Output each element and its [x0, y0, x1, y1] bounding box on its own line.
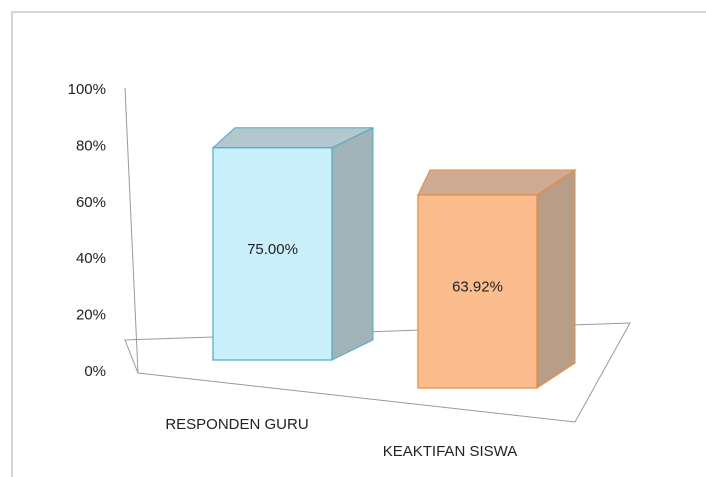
bar: [212, 147, 333, 361]
bar-side: [331, 126, 374, 361]
bar-side: [536, 169, 576, 389]
y-tick-label: 100%: [68, 81, 106, 98]
x-tick-label: KEAKTIFAN SISWA: [383, 443, 517, 460]
y-tick-label: 80%: [76, 137, 106, 154]
y-tick-label: 40%: [76, 250, 106, 267]
y-tick-label: 60%: [76, 194, 106, 211]
frame: [11, 11, 706, 477]
y-tick-label: 0%: [84, 363, 106, 380]
x-tick-label: RESPONDEN GURU: [165, 416, 308, 433]
y-axis: [124, 87, 139, 374]
y-tick-label: 20%: [76, 307, 106, 324]
data-label: 75.00%: [247, 241, 298, 258]
data-label: 63.92%: [452, 278, 503, 295]
bar: [417, 194, 538, 389]
